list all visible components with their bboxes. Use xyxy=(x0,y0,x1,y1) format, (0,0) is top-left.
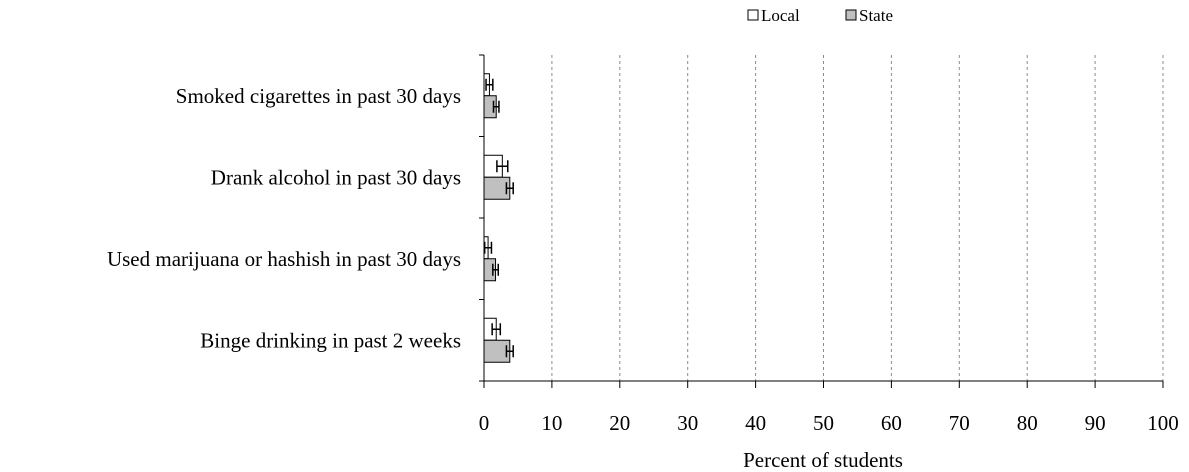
x-tick-label: 50 xyxy=(813,411,834,435)
category-label: Drank alcohol in past 30 days xyxy=(211,165,461,189)
x-tick-label: 30 xyxy=(677,411,698,435)
x-axis-label: Percent of students xyxy=(743,448,903,472)
x-tick-label: 20 xyxy=(609,411,630,435)
axes xyxy=(479,54,1164,388)
category-label: Used marijuana or hashish in past 30 day… xyxy=(107,247,461,271)
x-tick-label: 40 xyxy=(745,411,766,435)
legend-swatch-local xyxy=(747,9,759,21)
category-label: Binge drinking in past 2 weeks xyxy=(200,328,461,352)
x-tick-label: 0 xyxy=(479,411,490,435)
x-tick-label: 10 xyxy=(541,411,562,435)
bars xyxy=(483,73,514,363)
legend-label-state: State xyxy=(859,6,893,25)
category-label: Smoked cigarettes in past 30 days xyxy=(176,84,461,108)
gridlines xyxy=(551,55,1164,381)
x-tick-label: 70 xyxy=(949,411,970,435)
legend-label-local: Local xyxy=(761,6,800,25)
legend-swatch-state xyxy=(845,9,857,21)
x-tick-label: 100 xyxy=(1147,411,1179,435)
x-tick-label: 80 xyxy=(1017,411,1038,435)
x-tick-label: 90 xyxy=(1085,411,1106,435)
x-tick-label: 60 xyxy=(881,411,902,435)
legend: Local State xyxy=(747,6,893,25)
category-labels: Smoked cigarettes in past 30 days Drank a… xyxy=(107,84,461,353)
x-tick-labels: 0 10 20 30 40 50 60 70 80 90 100 xyxy=(479,411,1179,435)
